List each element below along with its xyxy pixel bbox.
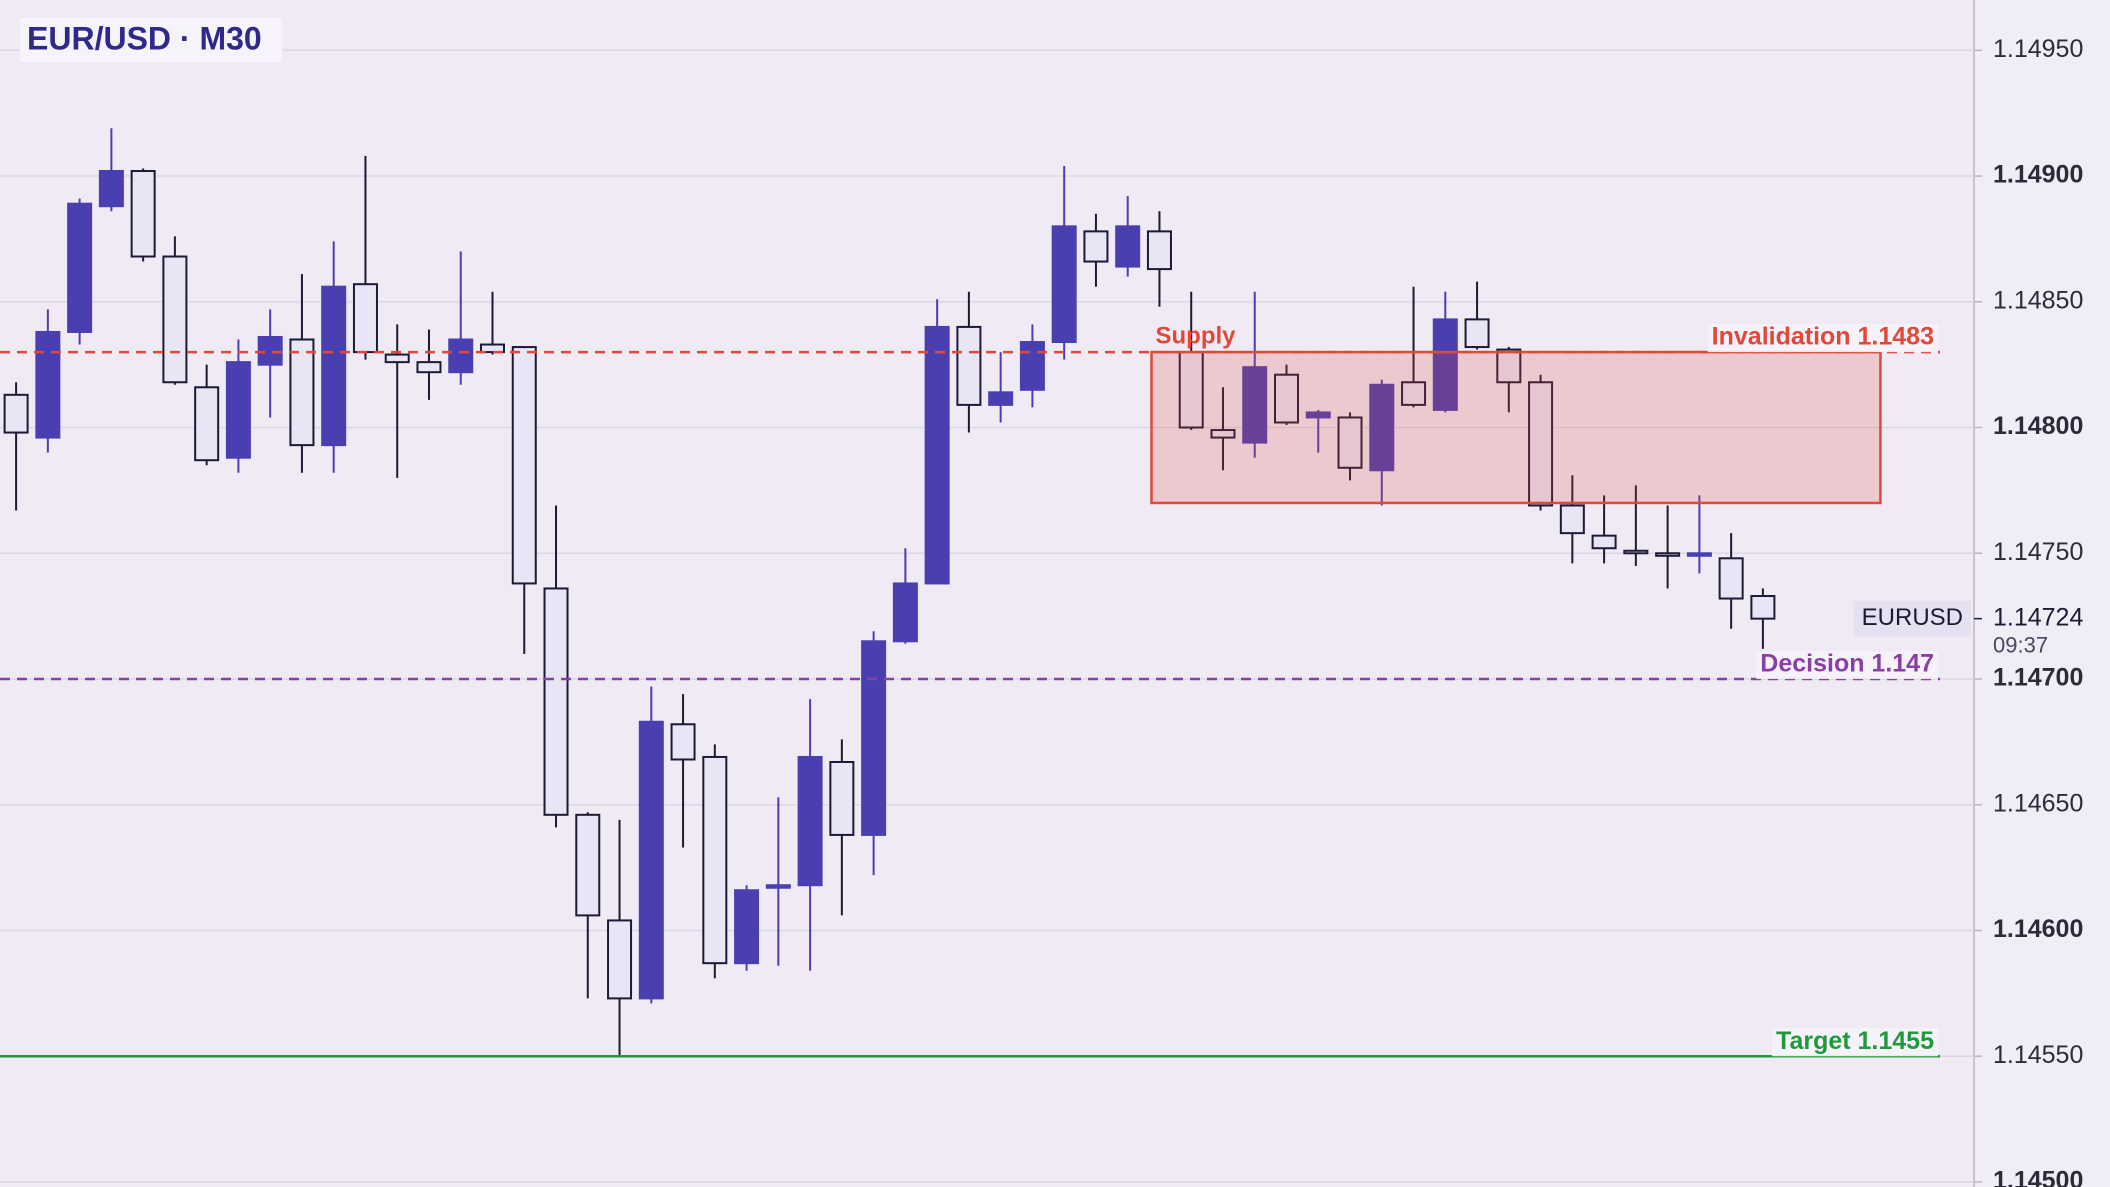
candle-body [1432,318,1458,411]
candles [3,128,1776,1057]
candle-body [1274,373,1299,424]
candle-body [480,343,505,354]
candle-body [1305,411,1331,419]
candle-body [448,338,474,374]
candle-body [1337,416,1363,469]
candle-body [702,755,728,965]
candle-body [257,335,283,366]
candle-body [3,393,29,434]
candle-body [194,386,220,462]
candle-body [225,361,251,459]
candle-body [1591,534,1617,550]
candle-body [988,391,1014,406]
candle-body [98,170,124,208]
level-label-bg [1756,651,1938,680]
candle-body [956,325,982,406]
candle-body [1655,552,1681,557]
candle-body [1210,429,1236,439]
y-tick-label: 1.14950 [1993,35,2083,63]
overlay: Supply Invalidation 1.1483 Decision 1.147 T… [0,322,2083,1058]
y-tick-label: 1.14550 [1993,1041,2083,1069]
candle-body [670,723,696,761]
candle-body [543,587,569,816]
candle-body [1146,230,1172,271]
candle-body [289,338,315,447]
candle-body [797,755,823,887]
title-bg [20,18,282,62]
candle-body [35,330,61,439]
countdown-label: 09:37 [1993,632,2048,657]
candle-body [67,202,93,333]
y-tick-label: 1.14900 [1993,161,2083,189]
candle-body [352,283,378,354]
symbol-label: EURUSD [1862,604,1963,631]
candle-body [607,919,633,1000]
price-axis-panel [1974,0,2110,1187]
candle-body [162,255,188,384]
y-tick-label: 1.14850 [1993,286,2083,314]
candle-body [1623,549,1649,555]
y-tick-label: 1.14800 [1993,412,2083,440]
level-label: Decision 1.147 [1760,650,1934,678]
supply-zone [1150,350,1882,505]
candle-body [892,582,918,643]
y-tick-label: 1.14700 [1993,664,2083,692]
candle-body [1496,348,1522,384]
candle-body [1083,230,1109,263]
candle-body [1115,225,1141,268]
candle-body [861,640,887,836]
candle-body [321,285,347,447]
y-tick-label: 1.14650 [1993,789,2083,817]
candle-body [1242,366,1268,444]
candle-body [765,884,791,889]
y-tick-label: 1.14600 [1993,915,2083,943]
candle-body [1750,595,1776,620]
candle-body [511,346,537,585]
chart-title: EUR/USD · M30 [27,20,262,56]
level-label-bg [1707,324,1938,353]
candle-body [1686,552,1712,557]
candle-body [1464,318,1490,349]
candle-body [829,760,855,836]
symbol-label-bg [1853,600,1971,637]
candle-body [416,361,442,374]
candle-body [638,720,664,1000]
candle-body [1369,383,1395,472]
candle-body [1401,381,1427,406]
y-tick-label: 1.14500 [1993,1167,2083,1187]
candle-body [384,353,410,364]
candle-body [130,170,156,258]
candle-body [734,889,760,965]
last-price-label: 1.14724 [1993,603,2083,631]
level-label: Target 1.1455 [1776,1027,1934,1055]
candle-body [1718,557,1744,600]
candle-body [1559,504,1585,535]
candle-body [1051,225,1077,344]
candle-body [575,813,601,917]
level-label-bg [1772,1028,1939,1057]
candle-body [1019,341,1045,391]
candle-body [924,325,950,585]
y-tick-label: 1.14750 [1993,538,2083,566]
level-label: Invalidation 1.1483 [1712,323,1934,351]
candle-body [1528,381,1554,507]
zone-label: Supply [1156,322,1237,349]
